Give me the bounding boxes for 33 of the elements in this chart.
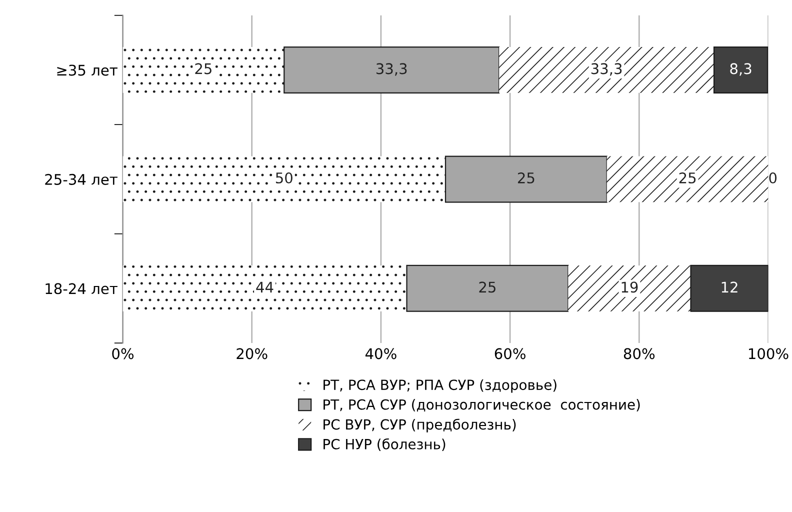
- data-label: 0: [769, 172, 777, 184]
- legend-label: РТ, РСА СУР (донозологическое состояние): [324, 399, 640, 412]
- data-label: 44: [256, 282, 274, 292]
- bar: [122, 156, 446, 202]
- data-label: 19: [622, 282, 638, 293]
- data-label: 12: [722, 282, 738, 292]
- legend-label: РС НУР (болезнь): [324, 438, 446, 452]
- data-label: 8,3: [730, 63, 752, 76]
- data-label: 25: [479, 282, 496, 293]
- x-tick-label: 100%: [748, 348, 788, 360]
- bar: [122, 265, 407, 312]
- bar: [568, 265, 691, 312]
- data-label: 25: [195, 63, 212, 74]
- data-label: 33,3: [376, 63, 407, 76]
- x-tick-label: 0%: [112, 348, 134, 360]
- bar: [122, 47, 284, 93]
- bar: [690, 264, 768, 312]
- legend-label: РТ, РСА ВУР; РПА СУР (здоровье): [324, 379, 556, 393]
- x-tick-label: 20%: [236, 348, 268, 360]
- bar: [606, 156, 768, 202]
- data-label: 25: [518, 172, 534, 184]
- bar: [499, 47, 714, 93]
- data-label: 33,3: [591, 63, 622, 76]
- legend-label: РС ВУР, СУР (предболезнь): [324, 418, 516, 432]
- data-label: 50: [276, 172, 292, 184]
- y-tick-label: 18-24 лет: [46, 283, 118, 294]
- data-label: 25: [679, 172, 696, 184]
- bar: [713, 46, 768, 94]
- x-tick-label: 40%: [365, 348, 396, 360]
- y-tick-label: 25-34 лет: [45, 174, 118, 185]
- x-tick-label: 80%: [624, 348, 655, 360]
- y-tick-label: ≥35 лет: [57, 64, 118, 76]
- x-tick-label: 60%: [494, 348, 526, 360]
